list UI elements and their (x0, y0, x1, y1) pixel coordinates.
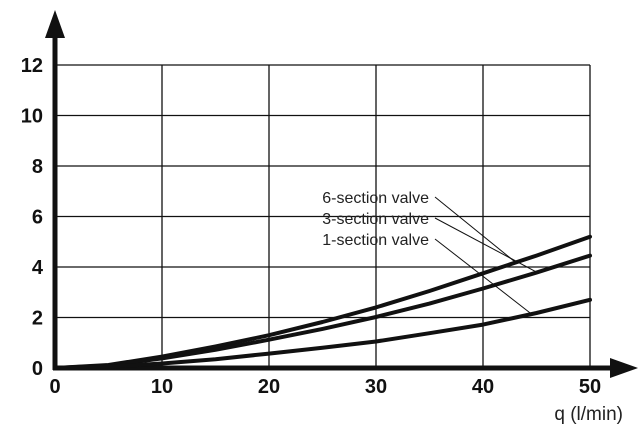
y-tick-label: 10 (21, 106, 43, 128)
y-tick-label: 0 (32, 358, 43, 380)
legend: 6-section valve 3-section valve 1-section … (322, 190, 537, 315)
legend-label-2: 3-section valve (322, 211, 429, 228)
y-tick-label: 2 (32, 308, 43, 330)
y-tick-label: 4 (32, 257, 44, 279)
series (53, 234, 592, 370)
y-axis-arrow (45, 10, 65, 38)
axes (45, 10, 638, 378)
y-tick-label: 6 (32, 207, 43, 229)
x-tick-label: 20 (258, 376, 280, 398)
x-axis-label: q (l/min) (554, 404, 623, 425)
series-line-3 (53, 297, 592, 370)
y-tick-label: 8 (32, 156, 43, 178)
tick-labels: 0 10 20 30 40 50 0 2 4 6 8 10 12 (21, 55, 601, 398)
legend-label-1: 6-section valve (322, 190, 429, 207)
x-tick-label: 40 (472, 376, 494, 398)
leader-line-3 (434, 238, 532, 315)
legend-label-3: 1-section valve (322, 232, 429, 249)
x-axis-arrow (610, 358, 638, 378)
x-tick-label: 30 (365, 376, 387, 398)
x-tick-label: 0 (49, 376, 60, 398)
x-tick-label: 50 (579, 376, 601, 398)
leader-line-2 (434, 217, 537, 273)
x-tick-label: 10 (151, 376, 173, 398)
leader-line-1 (434, 196, 516, 263)
y-tick-label: 12 (21, 55, 43, 77)
grid (55, 64, 591, 368)
series-line-2 (53, 253, 592, 370)
